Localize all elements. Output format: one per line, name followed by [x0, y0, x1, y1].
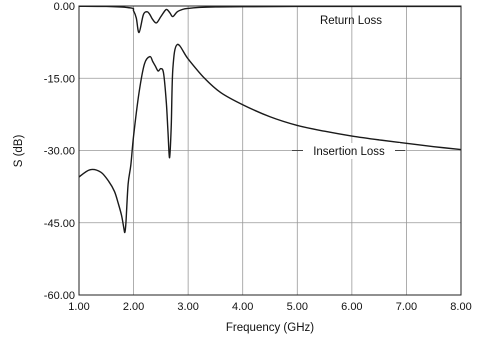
y-tick-labels: 0.00 -15.00 -30.00 -45.00 -60.00: [44, 1, 75, 302]
series-group: [78, 5, 462, 234]
x-tick-label: 4.00: [232, 301, 253, 313]
x-tick-label: 3.00: [177, 301, 198, 313]
plot-frame: [78, 5, 462, 296]
annotation-insertion-loss-label: Insertion Loss: [313, 146, 385, 158]
y-tick-label: -15.00: [44, 73, 75, 85]
x-tick-label: 6.00: [341, 301, 362, 313]
annotation-return-loss-label: Return Loss: [320, 15, 382, 27]
annotation-insertion-loss-bg: [303, 143, 400, 159]
y-tick-label: -60.00: [44, 290, 75, 302]
y-axis-title: S (dB): [13, 135, 25, 168]
x-tick-label: 2.00: [123, 301, 144, 313]
x-tick-labels: 1.00 2.00 3.00 4.00 5.00 6.00 7.00 8.00: [68, 301, 471, 313]
grid: [79, 6, 461, 295]
x-tick-label: 7.00: [396, 301, 417, 313]
y-tick-label: -30.00: [44, 146, 75, 158]
series-line-return-loss: [78, 5, 461, 34]
x-tick-label: 8.00: [450, 301, 471, 313]
x-tick-label: 1.00: [68, 301, 89, 313]
annotation-insertion-loss: Insertion Loss: [292, 143, 405, 159]
x-axis-title: Frequency (GHz): [226, 322, 314, 334]
series-line-insertion-loss: [78, 43, 462, 234]
y-tick-label: 0.00: [54, 1, 75, 13]
x-tick-label: 5.00: [287, 301, 308, 313]
annotation-return-loss: Return Loss: [308, 15, 382, 27]
y-tick-label: -45.00: [44, 218, 75, 230]
